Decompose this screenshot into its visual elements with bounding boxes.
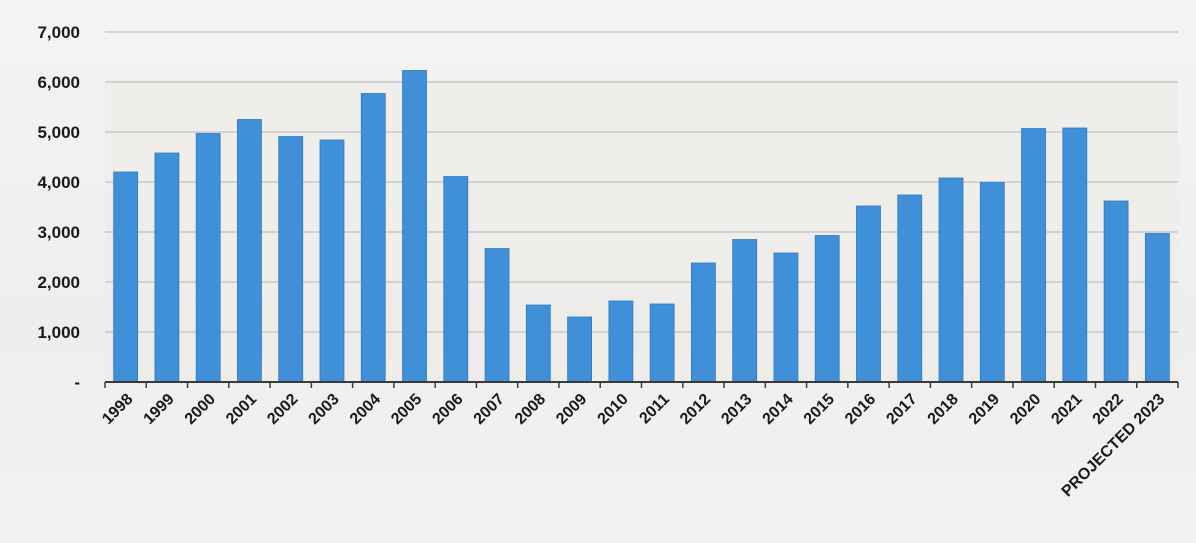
bar-2017	[898, 195, 922, 382]
x-tick-label: 2011	[636, 391, 673, 428]
bar-2005	[403, 71, 427, 383]
x-tick-label: 2009	[553, 391, 590, 428]
x-tick-label: 2021	[1048, 391, 1085, 428]
x-axis-tick-labels: 1998 1999 2000 2001 2002 2003 2004 2005 2006 2007…	[99, 391, 1168, 501]
bar-2007	[485, 249, 509, 383]
bar-2015	[815, 236, 839, 383]
x-tick-label: 2020	[1007, 391, 1044, 428]
x-tick-label: 2005	[388, 391, 425, 428]
x-tick-label: 2002	[264, 391, 301, 428]
x-tick-label: 2003	[306, 391, 343, 428]
bar-2002	[279, 137, 303, 383]
y-tick-label: 4,000	[37, 173, 80, 192]
bar-2008	[526, 305, 550, 382]
x-tick-label: 2010	[595, 391, 632, 428]
x-tick-label: 2014	[760, 391, 797, 428]
x-tick-label: 2007	[471, 391, 508, 428]
x-tick-label: 2015	[801, 391, 838, 428]
bar-2013	[733, 240, 757, 383]
x-tick-label: 2008	[512, 391, 549, 428]
bar-2018	[939, 178, 963, 382]
bar-2016	[856, 206, 880, 382]
bar-2009	[568, 317, 592, 382]
y-tick-label: 7,000	[37, 23, 80, 42]
y-axis-tick-labels: - 1,000 2,000 3,000 4,000 5,000 6,000 7,000	[37, 23, 80, 392]
bar-2019	[980, 183, 1004, 383]
x-tick-label: 2012	[677, 391, 714, 428]
bar-2004	[361, 94, 385, 383]
x-tick-label: 2022	[1090, 391, 1127, 428]
x-tick-label: 2004	[347, 391, 384, 428]
y-tick-label: -	[74, 373, 80, 392]
y-tick-label: 2,000	[37, 273, 80, 292]
bar-projected-2023	[1145, 234, 1169, 383]
y-tick-label: 3,000	[37, 223, 80, 242]
x-tick-label: 2001	[223, 391, 260, 428]
plot-area	[105, 80, 1178, 382]
bar-2006	[444, 177, 468, 383]
x-tick-label: 2017	[883, 391, 920, 428]
bar-2001	[237, 120, 261, 383]
x-tick-label: 1998	[99, 391, 136, 428]
y-tick-label: 6,000	[37, 73, 80, 92]
bar-2003	[320, 140, 344, 382]
x-tick-label: 2018	[925, 391, 962, 428]
bar-2022	[1104, 201, 1128, 382]
bar-2012	[691, 263, 715, 382]
x-axis	[105, 382, 1178, 388]
y-tick-label: 5,000	[37, 123, 80, 142]
x-tick-label: 1999	[141, 391, 178, 428]
y-tick-label: 1,000	[37, 323, 80, 342]
bar-2014	[774, 253, 798, 382]
x-tick-label: 2000	[182, 391, 219, 428]
bar-2010	[609, 301, 633, 382]
bar-1999	[155, 153, 179, 382]
x-tick-label: 2013	[718, 391, 755, 428]
x-tick-label: 2019	[966, 391, 1003, 428]
x-tick-label: 2006	[429, 391, 466, 428]
bar-2021	[1063, 128, 1087, 382]
bar-2020	[1022, 129, 1046, 383]
x-tick-label: 2016	[842, 391, 879, 428]
bar-2000	[196, 134, 220, 383]
bar-2011	[650, 304, 674, 382]
bar-1998	[114, 172, 138, 382]
